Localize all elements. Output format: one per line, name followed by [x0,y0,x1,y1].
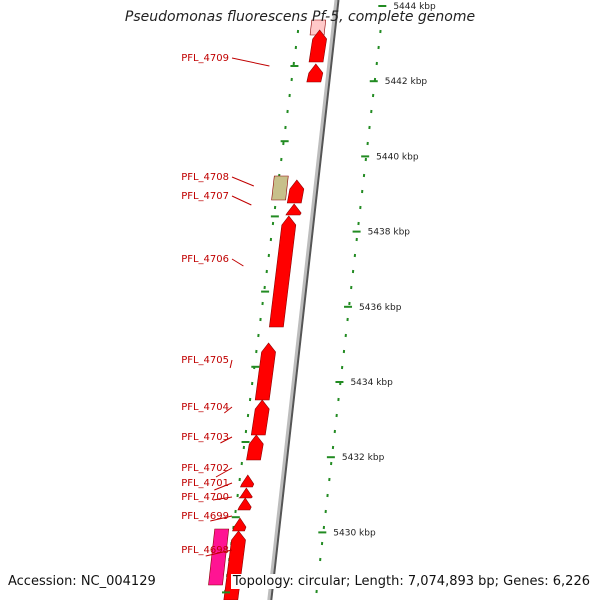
gene-feature [306,63,324,83]
genome-backbone [267,0,340,600]
gene-feature [250,399,270,436]
gene-label: PFL_4704 [181,402,229,413]
gene-leader-line [210,515,233,522]
gene-label: PFL_4708 [181,172,229,183]
tick-label: 5438 kbp [368,228,411,238]
gene-label: PFL_4700 [181,492,229,503]
gene-label: PFL_4702 [181,463,229,474]
gene-feature [238,487,253,499]
gene-feature [239,474,255,488]
map-title: Pseudomonas fluorescens Pf-5, complete g… [124,9,476,25]
gene-leader-line [212,496,233,501]
tick-label: 5430 kbp [333,528,376,538]
tick-label: 5436 kbp [359,303,402,313]
tick-label: 5444 kbp [393,2,436,12]
gene-label: PFL_4707 [181,191,229,202]
gene-leader-line [231,57,270,67]
gene-label: PFL_4703 [181,432,229,443]
gene-feature [223,530,246,600]
tick-label: 5432 kbp [342,453,385,463]
gene-feature [246,434,264,461]
gene-label: PFL_4709 [181,53,229,64]
gene-leader-line [231,195,252,206]
gene-label: PFL_4701 [181,478,229,489]
backbone-line [267,0,338,600]
gene-label: PFL_4699 [181,511,229,522]
gene-labels: PFL_4709 PFL_4708 PFL_4707 PFL_4706 PFL_4705… [181,53,270,557]
gene-label: PFL_4698 [181,545,229,556]
tick-label: 5434 kbp [350,378,393,388]
gene-label: PFL_4705 [181,355,229,366]
gene-feature-pink [208,528,230,586]
gene-feature-rna [271,175,289,201]
gene-feature [285,203,302,216]
gene-leader-line [224,406,233,414]
inner-dotted-track [224,29,300,594]
gene-leader-line [215,467,233,478]
gene-label: PFL_4706 [181,254,229,265]
scale-ticks: 5444 kbp 5442 kbp 5440 kbp 5438 kbp 5436 kbp… [221,2,436,594]
gene-feature [269,215,297,328]
backbone-shadow [269,0,340,600]
gene-leader-line [229,359,233,369]
tick-label: 5440 kbp [376,152,419,162]
gene-leader-line [231,176,255,187]
outer-dotted-track [315,29,382,594]
gene-features [208,19,327,600]
gene-feature [237,497,252,511]
accession-text: Accession: NC_004129 [6,574,158,589]
tick-label: 5442 kbp [385,77,428,87]
genome-summary-text: Topology: circular; Length: 7,074,893 bp… [230,574,592,589]
gene-leader-line [214,482,233,491]
gene-leader-line [220,436,233,444]
gene-feature [308,29,327,63]
gene-leader-line [205,549,233,557]
gene-feature [309,19,327,36]
gene-feature [286,179,305,204]
gene-feature [254,342,276,401]
gene-leader-line [231,258,244,267]
gene-feature [232,517,247,532]
